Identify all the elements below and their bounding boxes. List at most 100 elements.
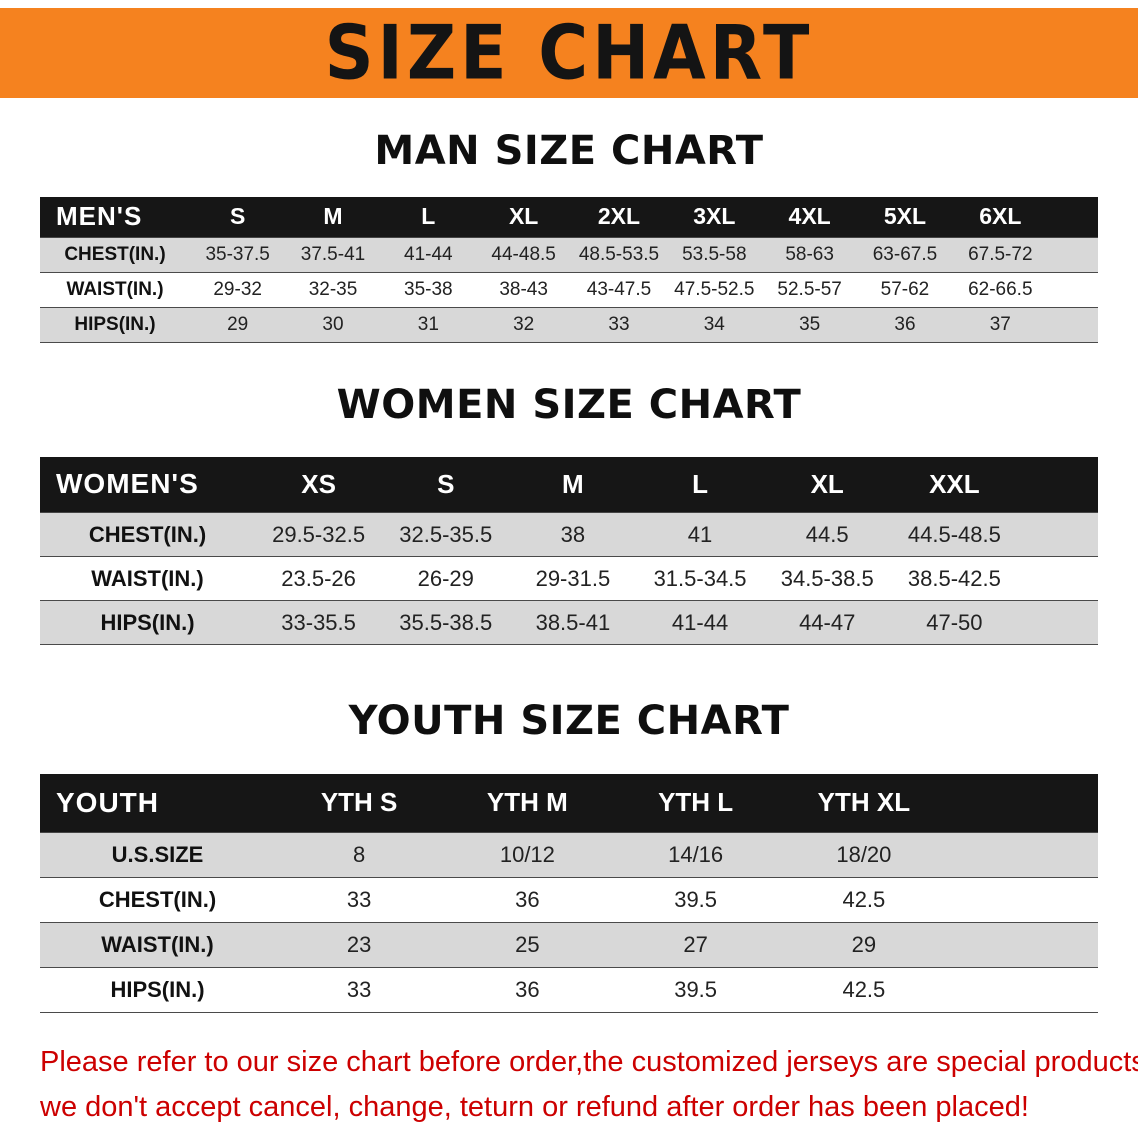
size-header-cell: 6XL <box>952 197 1048 238</box>
value-cell: 33-35.5 <box>255 600 383 645</box>
size-header-cell: 3XL <box>666 197 762 238</box>
value-cell: 57-62 <box>857 271 953 308</box>
disclaimer-line-2: we don't accept cancel, change, teturn o… <box>40 1090 1029 1123</box>
youth-size-table: YOUTH YTH S YTH M YTH L YTH XL U.S.SIZE 8 10/12… <box>40 774 1098 1013</box>
value-cell: 67.5-72 <box>952 236 1048 273</box>
value-cell: 38.5-41 <box>509 600 637 645</box>
value-cell: 37.5-41 <box>285 236 381 273</box>
value-cell: 29-31.5 <box>509 556 637 601</box>
value-cell: 31.5-34.5 <box>636 556 764 601</box>
measurement-row: HIPS(IN.) 33-35.5 35.5-38.5 38.5-41 41-44 44-… <box>40 600 1098 645</box>
value-cell: 44-47 <box>763 600 891 645</box>
size-header-cell: XXL <box>890 456 1018 513</box>
women-section: WOMEN SIZE CHART WOMEN'S XS S M L XL XXL CHEST(… <box>0 381 1138 645</box>
value-cell: 33 <box>571 306 667 343</box>
men-section-heading: MAN SIZE CHART <box>374 128 764 174</box>
measurement-row: U.S.SIZE 8 10/12 14/16 18/20 <box>40 831 1098 878</box>
value-cell: 35.5-38.5 <box>382 600 510 645</box>
row-label-cell: WAIST(IN.) <box>40 271 190 308</box>
value-cell: 32-35 <box>285 271 381 308</box>
value-cell: 26-29 <box>382 556 510 601</box>
size-header-cell: 2XL <box>571 197 667 238</box>
value-cell: 38 <box>509 512 637 557</box>
value-cell: 30 <box>285 306 381 343</box>
value-cell: 23.5-26 <box>255 556 383 601</box>
youth-section-heading: YOUTH SIZE CHART <box>348 698 790 744</box>
measurement-row: CHEST(IN.) 29.5-32.5 32.5-35.5 38 41 44.5 44.5… <box>40 512 1098 557</box>
row-label-cell: HIPS(IN.) <box>40 306 190 343</box>
value-cell: 44.5 <box>763 512 891 557</box>
size-header-cell: XL <box>763 456 891 513</box>
value-cell: 29 <box>190 306 286 343</box>
filler-cell <box>1048 236 1098 273</box>
value-cell: 32.5-35.5 <box>382 512 510 557</box>
size-header-cell: YTH L <box>611 774 780 833</box>
value-cell: 35-37.5 <box>190 236 286 273</box>
header-row: MEN'S S M L XL 2XL 3XL 4XL 5XL 6XL <box>40 197 1098 238</box>
value-cell: 35-38 <box>380 271 476 308</box>
value-cell: 38-43 <box>475 271 572 308</box>
value-cell: 36 <box>857 306 953 343</box>
value-cell: 39.5 <box>611 966 780 1013</box>
value-cell: 41 <box>636 512 764 557</box>
table-title-cell: MEN'S <box>40 197 190 238</box>
value-cell: 31 <box>380 306 476 343</box>
size-header-cell: M <box>509 456 637 513</box>
filler-cell <box>948 966 1098 1013</box>
women-section-heading: WOMEN SIZE CHART <box>336 381 802 428</box>
value-cell: 41-44 <box>636 600 764 645</box>
banner: SIZE CHART <box>0 8 1138 98</box>
header-row: WOMEN'S XS S M L XL XXL <box>40 456 1098 513</box>
value-cell: 44-48.5 <box>475 236 572 273</box>
value-cell: 14/16 <box>611 831 780 878</box>
value-cell: 29 <box>779 921 948 968</box>
filler-cell <box>1048 271 1098 308</box>
table-title-cell: YOUTH <box>40 774 275 833</box>
row-label-cell: CHEST(IN.) <box>40 512 255 557</box>
disclaimer-line-1: Please refer to our size chart before or… <box>40 1045 1138 1078</box>
value-cell: 18/20 <box>779 831 948 878</box>
disclaimer: Please refer to our size chart before or… <box>40 1040 1138 1130</box>
row-label-cell: CHEST(IN.) <box>40 876 275 923</box>
value-cell: 42.5 <box>779 966 948 1013</box>
value-cell: 47.5-52.5 <box>666 271 762 308</box>
value-cell: 58-63 <box>761 236 858 273</box>
value-cell: 34.5-38.5 <box>763 556 891 601</box>
value-cell: 43-47.5 <box>571 271 667 308</box>
women-size-table: WOMEN'S XS S M L XL XXL CHEST(IN.) 29.5-32.5 32.5… <box>40 456 1098 645</box>
filler-cell <box>948 774 1098 833</box>
measurement-row: HIPS(IN.) 33 36 39.5 42.5 <box>40 966 1098 1013</box>
size-header-cell: M <box>285 197 381 238</box>
size-header-cell: XS <box>255 456 383 513</box>
value-cell: 44.5-48.5 <box>890 512 1018 557</box>
size-header-cell: 4XL <box>761 197 858 238</box>
value-cell: 42.5 <box>779 876 948 923</box>
value-cell: 25 <box>443 921 612 968</box>
value-cell: 36 <box>443 966 612 1013</box>
youth-section: YOUTH SIZE CHART YOUTH YTH S YTH M YTH L YTH… <box>0 698 1138 1013</box>
row-label-cell: WAIST(IN.) <box>40 556 255 601</box>
value-cell: 35 <box>761 306 858 343</box>
men-section: MAN SIZE CHART MEN'S S M L XL 2XL 3XL 4XL 5XL 6XL… <box>0 128 1138 343</box>
table-title-cell: WOMEN'S <box>40 456 255 513</box>
size-header-cell: L <box>380 197 476 238</box>
value-cell: 62-66.5 <box>952 271 1048 308</box>
value-cell: 29.5-32.5 <box>255 512 383 557</box>
header-row: YOUTH YTH S YTH M YTH L YTH XL <box>40 774 1098 833</box>
size-header-cell: YTH XL <box>779 774 948 833</box>
value-cell: 32 <box>475 306 572 343</box>
value-cell: 36 <box>443 876 612 923</box>
value-cell: 39.5 <box>611 876 780 923</box>
value-cell: 48.5-53.5 <box>571 236 667 273</box>
value-cell: 38.5-42.5 <box>890 556 1018 601</box>
value-cell: 52.5-57 <box>761 271 858 308</box>
measurement-row: CHEST(IN.) 33 36 39.5 42.5 <box>40 876 1098 923</box>
row-label-cell: HIPS(IN.) <box>40 966 275 1013</box>
filler-cell <box>1018 600 1098 645</box>
men-size-table: MEN'S S M L XL 2XL 3XL 4XL 5XL 6XL CHEST(IN.) 35-37… <box>40 197 1098 343</box>
size-header-cell: 5XL <box>857 197 953 238</box>
filler-cell <box>1018 512 1098 557</box>
value-cell: 34 <box>666 306 762 343</box>
size-header-cell: S <box>382 456 510 513</box>
